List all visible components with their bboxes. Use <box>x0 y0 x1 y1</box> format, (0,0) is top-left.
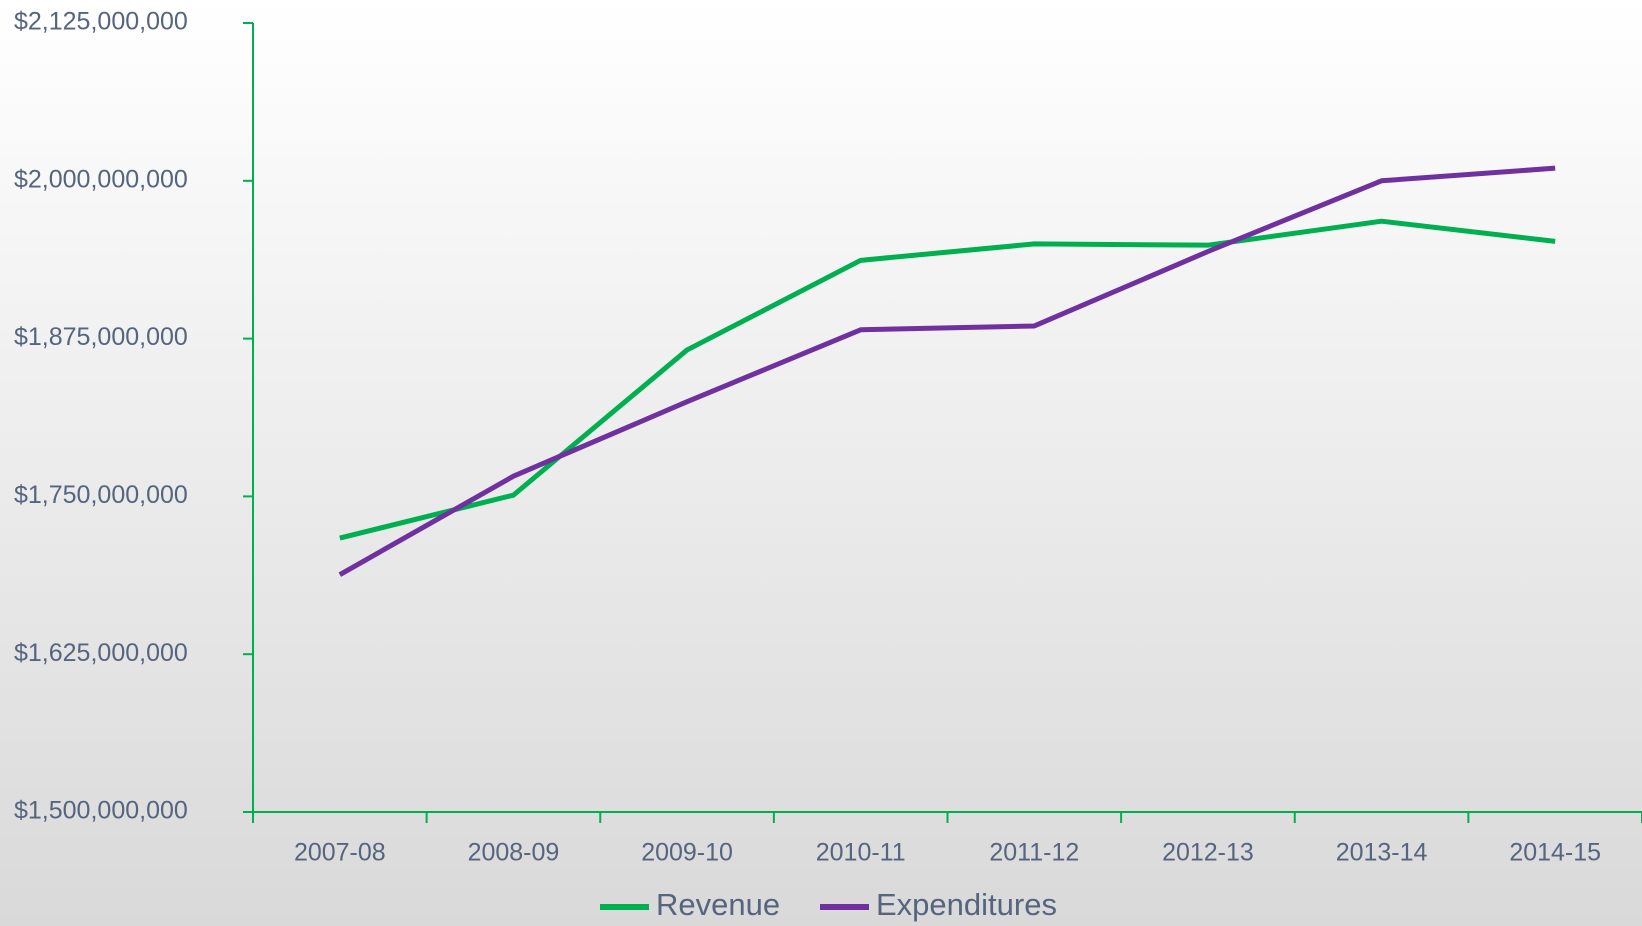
series-line <box>338 165 1556 577</box>
x-tick-label: 2010-11 <box>816 839 906 867</box>
y-tick-label: $1,875,000,000 <box>14 323 188 351</box>
x-tick-label: 2011-12 <box>989 839 1079 867</box>
y-tick-label: $1,500,000,000 <box>14 797 188 825</box>
x-tick-label: 2012-13 <box>1162 839 1254 867</box>
x-tick-label: 2008-09 <box>468 839 560 867</box>
x-tick-label: 2014-15 <box>1509 839 1601 867</box>
y-tick-label: $1,625,000,000 <box>14 639 188 667</box>
y-tick-label: $1,750,000,000 <box>14 481 188 509</box>
series-line <box>339 218 1556 541</box>
y-tick-label: $2,000,000,000 <box>14 165 188 193</box>
x-tick-label: 2009-10 <box>641 839 733 867</box>
x-tick-label: 2007-08 <box>294 839 386 867</box>
x-tick-label: 2013-14 <box>1336 839 1428 867</box>
legend-label: Expenditures <box>876 887 1057 922</box>
y-tick-label: $2,125,000,000 <box>14 8 188 36</box>
legend-label: Revenue <box>656 887 780 922</box>
